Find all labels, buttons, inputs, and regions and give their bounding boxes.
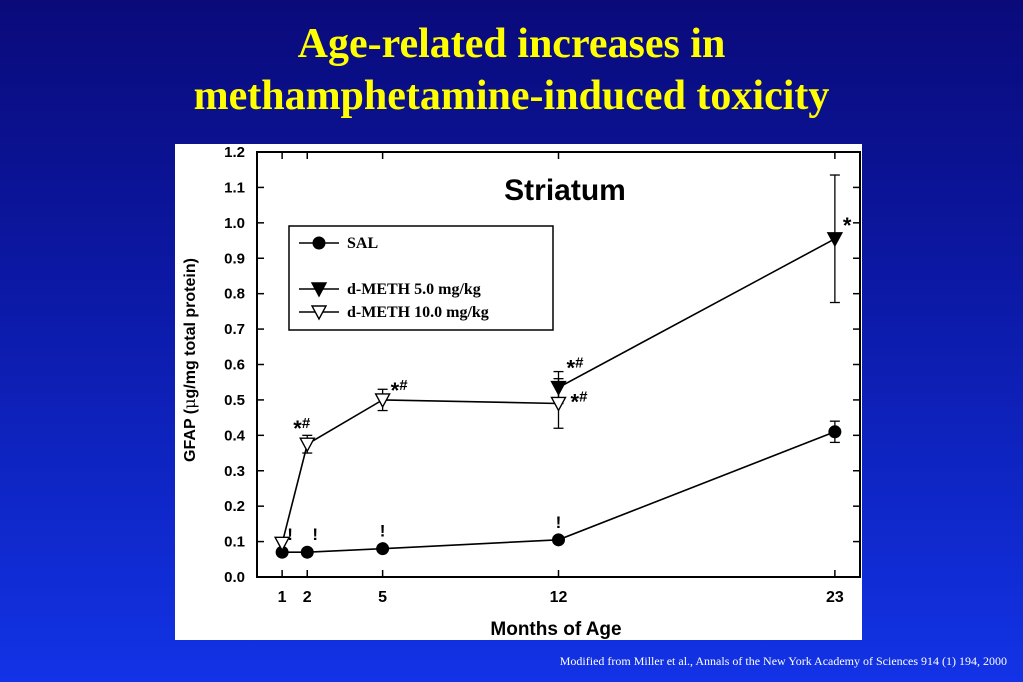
data-point — [826, 232, 844, 248]
annotation-main: ! — [287, 525, 293, 544]
annotations: !!! !*#*#*#*#* — [287, 213, 852, 544]
y-axis-label: GFAP (μg/mg total protein) — [180, 258, 199, 462]
legend-marker — [310, 282, 328, 298]
x-tick-label: 1 — [278, 589, 287, 606]
x-tick-label: 12 — [550, 589, 568, 606]
data-point — [552, 533, 565, 547]
annotation-sup: # — [302, 415, 311, 432]
gfap-line-chart: 0.0 0.1 0.2 0.3 0.4 0.5 0.6 0.7 0.8 0.9 1.0 1.1 1.2 1… — [180, 144, 861, 640]
series-2 — [273, 378, 567, 552]
y-axis-label-mu: μ — [180, 398, 199, 408]
citation: Modified from Miller et al., Annals of t… — [559, 654, 1007, 668]
series-0 — [275, 420, 842, 559]
y-tick-label: 1.2 — [224, 144, 245, 161]
y-tick-label: 0.7 — [224, 321, 245, 338]
annotation-mark: * — [843, 213, 852, 238]
y-tick-label: 0.6 — [224, 357, 245, 374]
chart-figure: 0.0 0.1 0.2 0.3 0.4 0.5 0.6 0.7 0.8 0.9 1.0 1.1 1.2 1… — [175, 144, 862, 640]
annotation-mark: ! — [380, 522, 386, 541]
y-tick-label: 0.2 — [224, 498, 245, 515]
data-point — [374, 393, 391, 409]
annotation-main: * — [567, 356, 576, 381]
annotation-main: * — [571, 389, 580, 414]
legend-entry: d-METH 10.0 mg/kg — [299, 304, 489, 321]
annotation-mark: *# — [293, 415, 311, 441]
legend-label: d-METH 10.0 mg/kg — [347, 304, 489, 321]
annotation-main: * — [293, 416, 302, 441]
y-axis-label-part-2: g/mg total protein) — [182, 258, 199, 398]
annotation-sup: # — [575, 355, 584, 372]
legend-entry: SAL — [299, 235, 378, 252]
legend-marker — [312, 236, 326, 250]
y-tick-label: 0.9 — [224, 250, 245, 267]
y-tick-label: 1.0 — [224, 215, 245, 232]
x-tick-label: 2 — [303, 589, 312, 606]
annotation-mark: ! — [312, 525, 318, 544]
data-point — [550, 396, 567, 412]
legend-label: SAL — [347, 235, 378, 252]
annotation-mark: ! — [287, 525, 293, 544]
annotation-main: * — [843, 213, 852, 238]
y-tick-label: 1.1 — [224, 179, 245, 196]
axes: 0.0 0.1 0.2 0.3 0.4 0.5 0.6 0.7 0.8 0.9 1.0 1.1 1.2 1… — [224, 144, 861, 606]
series-1 — [550, 174, 844, 405]
x-tick-label: 23 — [826, 589, 844, 606]
data-point — [299, 437, 316, 453]
x-axis-label: Months of Age — [490, 619, 621, 640]
annotation-sup: # — [579, 388, 588, 405]
annotation-mark: *# — [391, 377, 409, 403]
y-tick-label: 0.8 — [224, 286, 245, 303]
annotation-main: * — [391, 378, 400, 403]
data-point — [273, 536, 291, 552]
annotation-mark: *# — [571, 388, 589, 414]
y-tick-label: 0.5 — [224, 392, 245, 409]
legend-marker — [310, 305, 328, 321]
y-tick-label: 0.0 — [224, 569, 245, 586]
annotation-main: ! — [380, 522, 386, 541]
slide-title-line-1: Age-related increases in — [297, 21, 726, 67]
annotation-sup: # — [399, 377, 408, 394]
slide-title-line-2: methamphetamine-induced toxicity — [193, 73, 830, 119]
legend: SAL d-METH 5.0 mg/kg d-METH 10.0 mg/kg — [288, 225, 554, 331]
data-point — [376, 542, 390, 556]
annotation-main: ! — [556, 513, 562, 532]
annotation-mark: ! — [556, 513, 562, 532]
annotation-main: ! — [312, 525, 318, 544]
series-layer — [273, 174, 844, 559]
x-tick-label: 5 — [378, 589, 387, 606]
y-tick-label: 0.4 — [224, 427, 246, 444]
series-line — [558, 238, 836, 389]
data-point — [300, 545, 314, 559]
series-line — [281, 399, 559, 544]
y-tick-label: 0.1 — [224, 534, 245, 551]
legend-entry: d-METH 5.0 mg/kg — [299, 281, 481, 298]
y-axis-label-part-1: GFAP ( — [182, 408, 199, 462]
legend-label: d-METH 5.0 mg/kg — [347, 281, 481, 298]
data-point — [828, 425, 842, 439]
chart-title: Striatum — [504, 174, 626, 207]
y-tick-label: 0.3 — [224, 463, 245, 480]
slide-title: Age-related increases in methamphetamine… — [0, 18, 1023, 122]
annotation-mark: *# — [567, 355, 585, 381]
